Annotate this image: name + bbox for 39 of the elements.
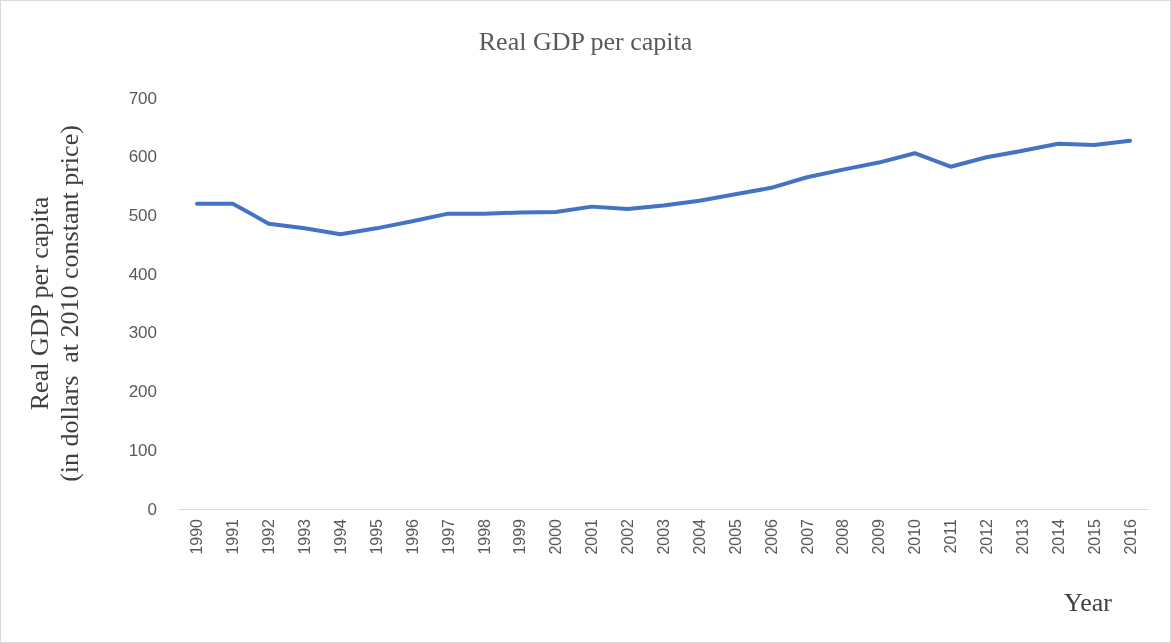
x-tick-label: 1992 xyxy=(260,518,278,555)
x-tick-label: 1997 xyxy=(439,518,457,555)
y-tick-label: 700 xyxy=(128,88,157,108)
x-tick-label: 1993 xyxy=(296,518,314,555)
x-tick-label: 2016 xyxy=(1121,518,1139,555)
x-tick-label: 2009 xyxy=(870,518,888,555)
chart-title: Real GDP per capita xyxy=(478,26,693,56)
x-tick-label: 1995 xyxy=(367,518,385,555)
y-tick-label: 300 xyxy=(128,323,157,343)
x-axis-title: Year xyxy=(1064,587,1113,617)
x-tick-label: 2012 xyxy=(978,518,995,555)
x-tick-label: 2000 xyxy=(547,518,565,555)
y-tick-label: 100 xyxy=(128,440,157,460)
x-tick-label: 1996 xyxy=(403,518,421,555)
x-tick-label: 2013 xyxy=(1013,518,1031,555)
x-tick-label: 1994 xyxy=(332,518,349,555)
x-tick-label: 2011 xyxy=(942,518,960,554)
x-tick-label: 1998 xyxy=(475,518,493,555)
x-tick-label: 2015 xyxy=(1085,518,1103,555)
x-tick-label: 1991 xyxy=(224,518,242,555)
x-tick-label: 2005 xyxy=(726,518,744,555)
x-tick-label: 2004 xyxy=(690,518,708,555)
y-tick-label: 600 xyxy=(128,147,157,167)
x-tick-label: 2001 xyxy=(583,518,601,555)
x-tick-label: 2008 xyxy=(834,518,852,555)
y-tick-label: 400 xyxy=(128,264,157,284)
y-axis-title: Real GDP per capita (in dollars at 2010 constant price) xyxy=(24,125,84,482)
x-tick-label: 2002 xyxy=(619,518,637,555)
x-tick-label: 2010 xyxy=(906,518,924,555)
y-tick-label: 0 xyxy=(147,499,157,519)
x-tick-label: 1990 xyxy=(188,518,206,555)
x-tick-label: 1999 xyxy=(511,518,529,555)
y-tick-label: 200 xyxy=(128,382,157,402)
x-tick-label: 2014 xyxy=(1049,518,1067,555)
x-tick-label: 2007 xyxy=(798,518,816,555)
line-series xyxy=(194,138,1133,237)
x-tick-label: 2003 xyxy=(655,518,672,555)
y-tick-label: 500 xyxy=(128,205,157,225)
x-tick-label: 2006 xyxy=(762,518,780,555)
